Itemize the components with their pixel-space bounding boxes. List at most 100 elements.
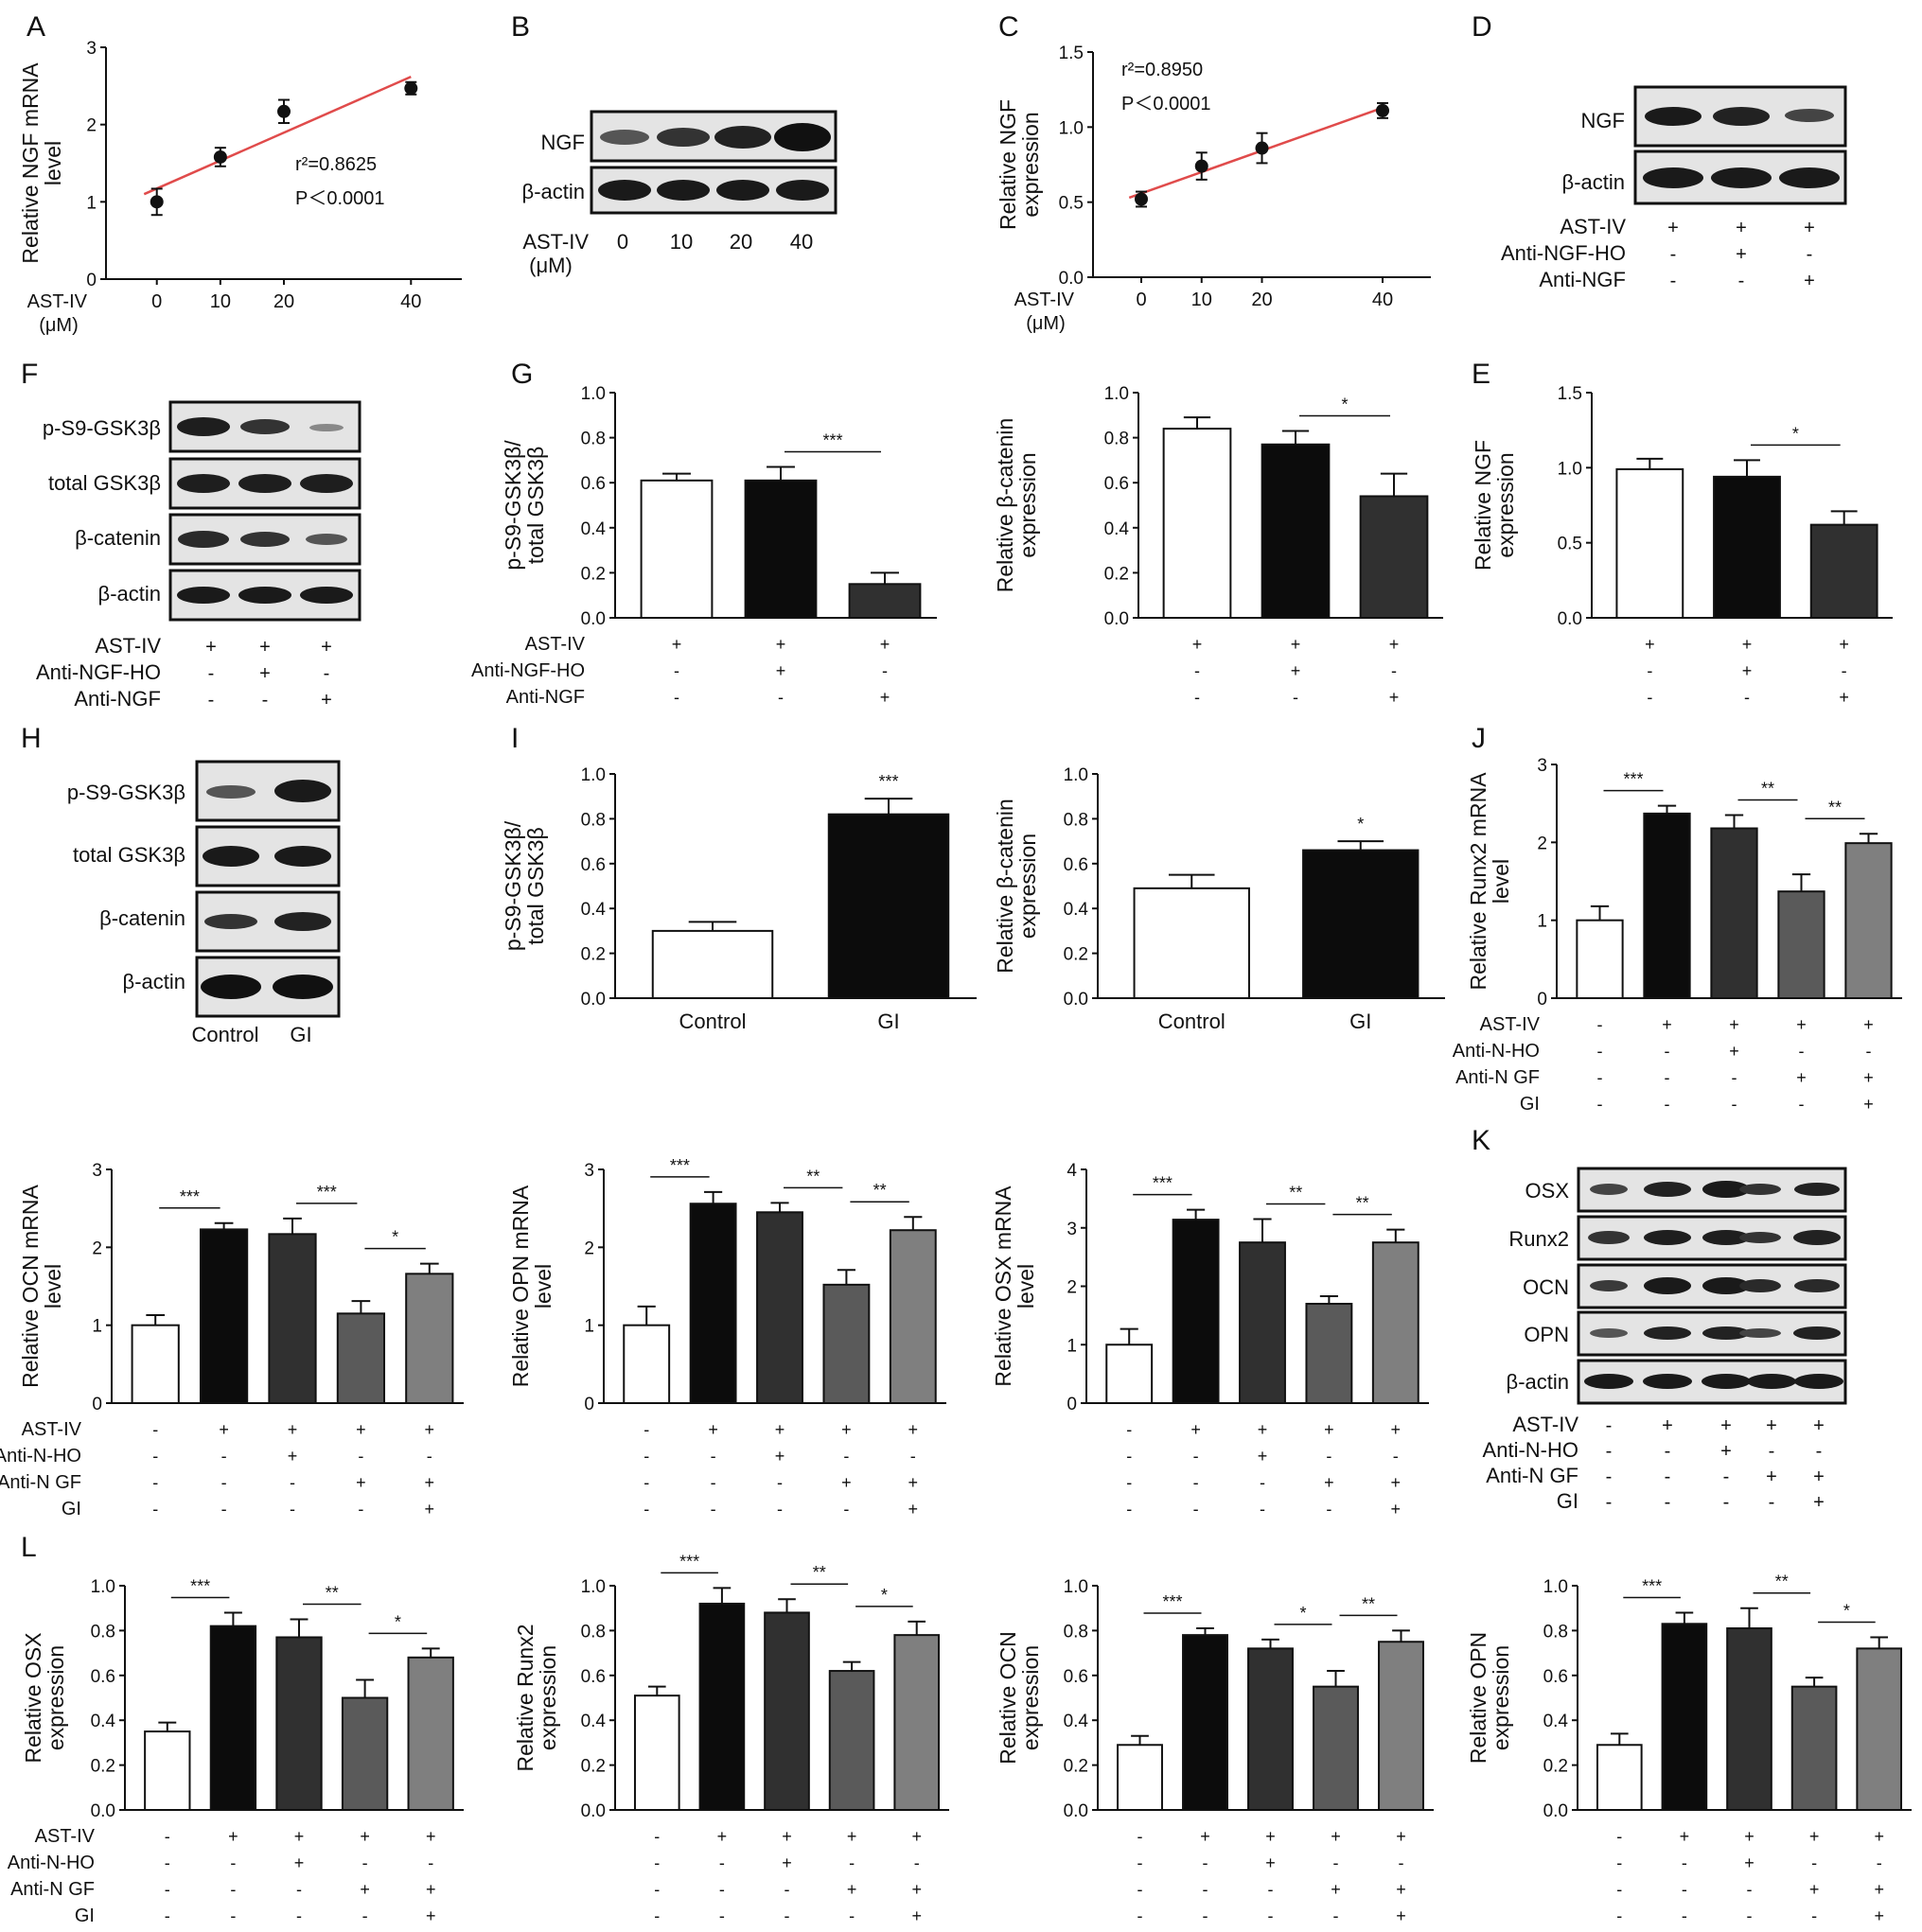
blot-lane-label: GI [290,1023,311,1046]
significance-marker: * [1843,1602,1850,1621]
blot-band [1588,1231,1630,1244]
y-axis-title-line: Relative β-catenin [993,799,1017,974]
condition-sign: + [1874,1827,1884,1846]
conditions-f: AST-IV + + + Anti-NGF-HO - + - Anti-NGF - - + [36,634,332,711]
condition-sign: + [1391,1473,1402,1492]
blot-band [1590,1184,1628,1195]
condition-sign: - [1665,1467,1671,1487]
y-tick-label: 0.0 [1064,1801,1088,1821]
condition-sign: + [880,635,890,654]
blot-band [273,975,333,999]
bar [268,1233,317,1404]
y-axis-title-line: Relative OPN mRNA [508,1185,533,1387]
y-axis-title-line: expression [1493,452,1518,557]
condition-sign: + [321,637,332,658]
significance-marker: *** [1623,770,1643,789]
x-tick-label: Control [679,1010,747,1033]
condition-sign: - [362,1853,368,1872]
condition-sign: + [1804,271,1815,291]
y-tick-label: 2 [1067,1278,1077,1298]
condition-sign: - [1665,1492,1671,1513]
condition-sign: + [1839,635,1849,654]
condition-sign: + [1391,1500,1402,1519]
condition-sign: + [1839,688,1849,707]
significance-marker: *** [190,1576,210,1595]
bar [1710,827,1758,999]
significance-marker: *** [878,772,898,791]
y-tick-label: 0.8 [1064,1622,1088,1642]
bar [341,1696,389,1811]
chart-i2: 0.0 0.2 0.4 0.6 0.8 1.0 Relative β-cateninexpr… [993,765,1445,1033]
condition-sign: + [1742,635,1753,654]
bar [651,929,774,1000]
bar [1378,1641,1424,1811]
condition-sign: + [321,690,332,711]
blot-band [201,975,261,999]
condition-sign: + [1809,1827,1820,1846]
bar [1856,1647,1903,1811]
blot-band [1702,1326,1750,1340]
condition-sign: - [1732,1068,1737,1087]
y-tick-label: 0.8 [91,1622,115,1642]
x-tick-label: 40 [1372,290,1393,310]
condition-sign: + [1265,1827,1276,1846]
bar [828,1670,875,1812]
significance-marker: ** [813,1563,826,1582]
data-point [404,81,418,96]
significance-marker: *** [679,1552,699,1571]
chart-l2: 0.0 0.2 0.4 0.6 0.8 1.0 Relative Runx2expressi… [513,1552,949,1925]
condition-sign: + [1736,244,1747,265]
condition-label: Anti-NGF [74,687,161,711]
condition-sign: + [1391,1420,1402,1439]
y-tick-label: 0.6 [1543,1667,1568,1687]
condition-sign: - [1137,1853,1143,1872]
significance-marker: * [1792,424,1799,443]
condition-sign: + [1863,1015,1874,1034]
blot-band [657,180,710,201]
significance-marker: * [395,1612,401,1631]
x-tick-label: 10 [1191,290,1212,310]
y-tick-label: 3 [92,1161,102,1181]
blot-band [1711,167,1772,188]
x-axis-title: AST-IV [1014,290,1075,310]
condition-sign: - [1723,1467,1730,1487]
condition-sign: - [152,1500,158,1519]
x-tick-label: 10 [210,291,231,312]
condition-sign: - [1682,1906,1687,1925]
y-tick-label: 1 [1067,1336,1077,1356]
condition-sign: - [1744,688,1750,707]
condition-sign: + [425,1420,435,1439]
condition-sign: - [1816,1441,1823,1462]
y-tick-label: 0.8 [581,1622,606,1642]
condition-sign: - [778,688,784,707]
condition-sign: + [1796,1015,1807,1034]
significance-marker: *** [1642,1576,1662,1595]
data-point [1255,141,1269,155]
bar [1239,1241,1286,1404]
condition-sign: + [1813,1415,1825,1436]
blot-row-label: p-S9-GSK3β [67,781,185,804]
y-tick-label: 0 [86,271,97,290]
blot-band [1643,167,1703,188]
y-tick-label: 0.4 [1064,1712,1089,1731]
y-tick-label: 3 [1067,1220,1077,1239]
condition-label: GI [62,1499,81,1519]
y-axis-title-line: Relative OSX [21,1632,45,1763]
y-axis-title-line: Relative Runx2 mRNA [1466,772,1490,991]
condition-sign: - [644,1447,649,1466]
condition-sign: - [1193,1500,1199,1519]
y-tick-label: 2 [92,1238,102,1258]
y-tick-label: 1 [92,1317,102,1337]
x-tick-label: 0 [151,291,162,312]
condition-sign: - [1670,271,1677,291]
blot-row-label: β-actin [522,180,585,203]
condition-sign: - [1616,1853,1622,1872]
bar [848,583,922,619]
condition-sign: - [165,1853,170,1872]
data-point [1376,103,1389,117]
panel-letter-d: D [1472,11,1492,43]
